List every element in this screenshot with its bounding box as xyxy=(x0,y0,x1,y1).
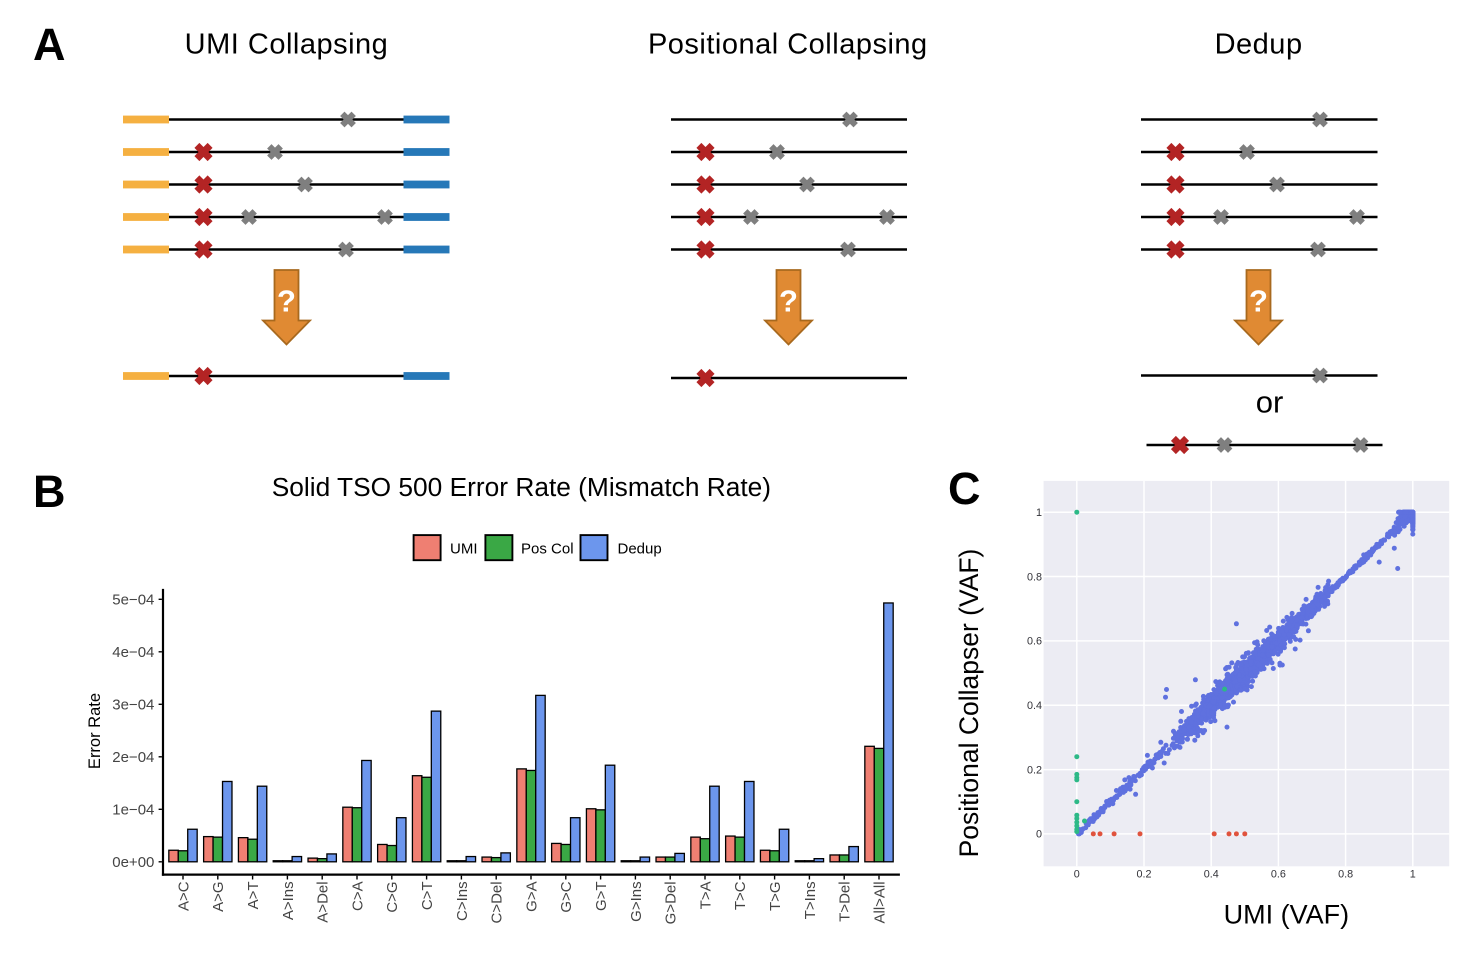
svg-text:A: A xyxy=(33,19,66,70)
svg-text:0.8: 0.8 xyxy=(1027,571,1042,583)
svg-text:0.6: 0.6 xyxy=(1027,636,1042,648)
svg-text:Pos Col: Pos Col xyxy=(521,541,574,558)
svg-text:Solid TSO 500 Error Rate (Mism: Solid TSO 500 Error Rate (Mismatch Rate) xyxy=(272,472,771,502)
svg-text:Positional Collapsing: Positional Collapsing xyxy=(648,29,928,61)
svg-text:1: 1 xyxy=(1036,507,1042,519)
svg-text:A>G: A>G xyxy=(210,881,227,911)
svg-text:T>Ins: T>Ins xyxy=(802,881,819,919)
svg-text:4e−04: 4e−04 xyxy=(112,644,154,661)
svg-text:All>All: All>All xyxy=(871,881,888,923)
svg-text:2e−04: 2e−04 xyxy=(112,749,154,766)
svg-text:G>Ins: G>Ins xyxy=(628,881,645,921)
svg-text:5e−04: 5e−04 xyxy=(112,592,154,609)
svg-text:0.2: 0.2 xyxy=(1027,764,1042,776)
svg-text:G>C: G>C xyxy=(558,881,575,912)
svg-text:0e+00: 0e+00 xyxy=(112,854,154,871)
svg-text:A>Del: A>Del xyxy=(315,881,332,922)
svg-text:Positional Collapser (VAF): Positional Collapser (VAF) xyxy=(954,549,984,858)
svg-text:1: 1 xyxy=(1410,869,1416,881)
svg-text:G>T: G>T xyxy=(593,881,610,911)
svg-text:3e−04: 3e−04 xyxy=(112,697,154,714)
svg-text:A>Ins: A>Ins xyxy=(280,881,297,920)
svg-text:or: or xyxy=(1256,385,1284,420)
svg-text:?: ? xyxy=(779,284,798,319)
svg-text:T>Del: T>Del xyxy=(837,881,854,921)
svg-text:T>C: T>C xyxy=(732,881,749,910)
svg-text:0: 0 xyxy=(1036,829,1042,841)
svg-text:G>Del: G>Del xyxy=(663,881,680,924)
svg-text:0.8: 0.8 xyxy=(1338,869,1353,881)
svg-text:UMI Collapsing: UMI Collapsing xyxy=(185,29,389,61)
svg-text:Dedup: Dedup xyxy=(1215,29,1303,61)
svg-text:C>Del: C>Del xyxy=(489,881,506,923)
svg-text:T>G: T>G xyxy=(767,881,784,911)
svg-text:0.2: 0.2 xyxy=(1136,869,1151,881)
svg-text:0.6: 0.6 xyxy=(1271,869,1286,881)
svg-text:C>A: C>A xyxy=(349,881,366,911)
svg-text:T>A: T>A xyxy=(697,881,714,909)
svg-text:C>Ins: C>Ins xyxy=(454,881,471,921)
svg-text:?: ? xyxy=(277,284,296,319)
svg-text:B: B xyxy=(33,466,66,517)
svg-text:Error Rate: Error Rate xyxy=(86,693,104,769)
svg-text:A>T: A>T xyxy=(245,881,262,909)
svg-text:UMI: UMI xyxy=(450,541,478,558)
svg-text:G>A: G>A xyxy=(523,881,540,911)
svg-text:C>T: C>T xyxy=(419,881,436,910)
svg-text:0.4: 0.4 xyxy=(1204,869,1219,881)
svg-text:0: 0 xyxy=(1074,869,1080,881)
svg-text:C>G: C>G xyxy=(384,881,401,912)
svg-text:A>C: A>C xyxy=(175,881,192,911)
svg-text:0.4: 0.4 xyxy=(1027,700,1042,712)
svg-text:Dedup: Dedup xyxy=(618,541,662,558)
svg-text:UMI (VAF): UMI (VAF) xyxy=(1224,900,1349,930)
svg-text:C: C xyxy=(948,463,981,514)
svg-text:?: ? xyxy=(1249,284,1268,319)
svg-text:1e−04: 1e−04 xyxy=(112,802,154,819)
